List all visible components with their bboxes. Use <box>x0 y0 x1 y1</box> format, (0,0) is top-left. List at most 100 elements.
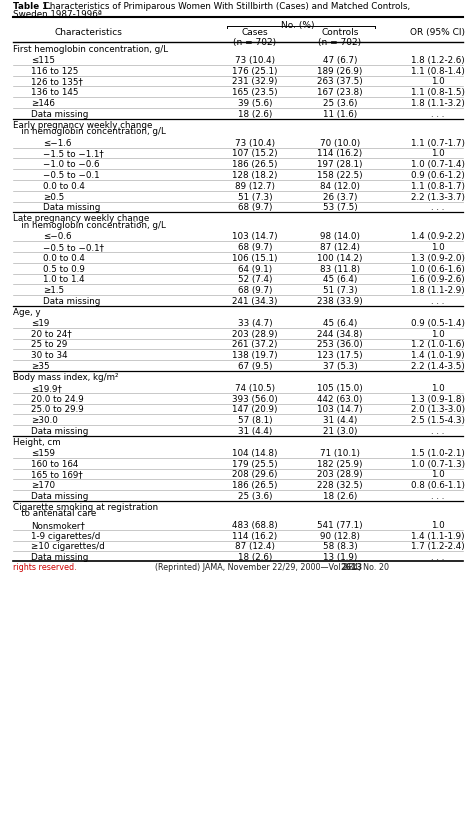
Text: 0.0 to 0.4: 0.0 to 0.4 <box>43 254 85 263</box>
Text: 126 to 135†: 126 to 135† <box>31 78 83 87</box>
Text: ≥35: ≥35 <box>31 362 50 371</box>
Text: . . .: . . . <box>431 554 445 562</box>
Text: 1.0: 1.0 <box>431 384 445 393</box>
Text: 100 (14.2): 100 (14.2) <box>317 254 363 263</box>
Text: ≤115: ≤115 <box>31 56 55 65</box>
Text: 26 (3.7): 26 (3.7) <box>323 192 357 201</box>
Text: 1.4 (0.9-2.2): 1.4 (0.9-2.2) <box>411 232 465 241</box>
Text: 1.0: 1.0 <box>431 149 445 158</box>
Text: ≥10 cigarettes/d: ≥10 cigarettes/d <box>31 542 105 551</box>
Text: Cases
(n = 702): Cases (n = 702) <box>233 28 276 47</box>
Text: 52 (7.4): 52 (7.4) <box>238 276 272 285</box>
Text: Data missing: Data missing <box>31 427 88 436</box>
Text: 104 (14.8): 104 (14.8) <box>232 449 278 458</box>
Text: 483 (68.8): 483 (68.8) <box>232 521 278 530</box>
Text: 83 (11.8): 83 (11.8) <box>320 265 360 274</box>
Text: −0.5 to −0.1: −0.5 to −0.1 <box>43 171 100 180</box>
Text: 39 (5.6): 39 (5.6) <box>238 99 272 108</box>
Text: 68 (9.7): 68 (9.7) <box>238 286 272 295</box>
Text: ≤159: ≤159 <box>31 449 55 458</box>
Text: 0.9 (0.5-1.4): 0.9 (0.5-1.4) <box>411 318 465 328</box>
Text: 116 to 125: 116 to 125 <box>31 67 78 76</box>
Text: 1.1 (0.8-1.4): 1.1 (0.8-1.4) <box>411 67 465 76</box>
Text: 136 to 145: 136 to 145 <box>31 88 79 97</box>
Text: No. (%): No. (%) <box>281 21 314 30</box>
Text: 1.0 (0.6-1.6): 1.0 (0.6-1.6) <box>411 265 465 274</box>
Text: 90 (12.8): 90 (12.8) <box>320 531 360 540</box>
Text: . . .: . . . <box>431 110 445 119</box>
Text: 197 (28.1): 197 (28.1) <box>317 160 363 169</box>
Text: 165 (23.5): 165 (23.5) <box>232 88 278 97</box>
Text: 2.2 (1.4-3.5): 2.2 (1.4-3.5) <box>411 362 465 371</box>
Text: . . .: . . . <box>431 297 445 306</box>
Text: 1.0: 1.0 <box>431 521 445 530</box>
Text: 45 (6.4): 45 (6.4) <box>323 276 357 285</box>
Text: Sweden 1987-1996ª: Sweden 1987-1996ª <box>13 10 102 19</box>
Text: 2.0 (1.3-3.0): 2.0 (1.3-3.0) <box>411 405 465 414</box>
Text: 64 (9.1): 64 (9.1) <box>238 265 272 274</box>
Text: −1.0 to −0.6: −1.0 to −0.6 <box>43 160 100 169</box>
Text: 1.0: 1.0 <box>431 330 445 338</box>
Text: 20.0 to 24.9: 20.0 to 24.9 <box>31 394 84 403</box>
Text: −0.5 to −0.1†: −0.5 to −0.1† <box>43 243 104 252</box>
Text: 114 (16.2): 114 (16.2) <box>318 149 363 158</box>
Text: 1.0: 1.0 <box>431 78 445 87</box>
Text: 179 (25.5): 179 (25.5) <box>232 460 278 469</box>
Text: 0.9 (0.6-1.2): 0.9 (0.6-1.2) <box>411 171 465 180</box>
Text: in hemoglobin concentration, g/L: in hemoglobin concentration, g/L <box>13 127 166 136</box>
Text: Data missing: Data missing <box>31 110 88 119</box>
Text: 30 to 34: 30 to 34 <box>31 351 68 361</box>
Text: 186 (26.5): 186 (26.5) <box>232 160 278 169</box>
Text: 128 (18.2): 128 (18.2) <box>232 171 278 180</box>
Text: 241 (34.3): 241 (34.3) <box>232 297 278 306</box>
Text: . . .: . . . <box>431 427 445 436</box>
Text: 105 (15.0): 105 (15.0) <box>317 384 363 393</box>
Text: . . .: . . . <box>431 204 445 212</box>
Text: 261 (37.2): 261 (37.2) <box>232 341 278 350</box>
Text: Characteristics of Primiparous Women With Stillbirth (Cases) and Matched Control: Characteristics of Primiparous Women Wit… <box>41 2 410 11</box>
Text: 25 (3.6): 25 (3.6) <box>238 492 272 501</box>
Text: ≥146: ≥146 <box>31 99 55 108</box>
Text: 123 (17.5): 123 (17.5) <box>317 351 363 361</box>
Text: 0.8 (0.6-1.1): 0.8 (0.6-1.1) <box>411 481 465 490</box>
Text: 238 (33.9): 238 (33.9) <box>317 297 363 306</box>
Text: rights reserved.: rights reserved. <box>13 563 77 573</box>
Text: 208 (29.6): 208 (29.6) <box>232 470 278 479</box>
Text: 1.0 (0.7-1.4): 1.0 (0.7-1.4) <box>411 160 465 169</box>
Text: ≥170: ≥170 <box>31 481 55 490</box>
Text: Early pregnancy weekly change: Early pregnancy weekly change <box>13 120 152 130</box>
Text: 47 (6.7): 47 (6.7) <box>323 56 357 65</box>
Text: 31 (4.4): 31 (4.4) <box>238 427 272 436</box>
Text: 1.8 (1.2-2.6): 1.8 (1.2-2.6) <box>411 56 465 65</box>
Text: 189 (26.9): 189 (26.9) <box>317 67 363 76</box>
Text: Height, cm: Height, cm <box>13 438 61 447</box>
Text: ≤19: ≤19 <box>31 318 49 328</box>
Text: 73 (10.4): 73 (10.4) <box>235 56 275 65</box>
Text: 25.0 to 29.9: 25.0 to 29.9 <box>31 405 84 414</box>
Text: 1.7 (1.2-2.4): 1.7 (1.2-2.4) <box>411 542 465 551</box>
Text: 1.1 (0.7-1.7): 1.1 (0.7-1.7) <box>411 139 465 148</box>
Text: 160 to 164: 160 to 164 <box>31 460 78 469</box>
Text: −1.5 to −1.1†: −1.5 to −1.1† <box>43 149 104 158</box>
Text: 1.1 (0.8-1.5): 1.1 (0.8-1.5) <box>411 88 465 97</box>
Text: 1.0 (0.7-1.3): 1.0 (0.7-1.3) <box>411 460 465 469</box>
Text: 263 (37.5): 263 (37.5) <box>317 78 363 87</box>
Text: 53 (7.5): 53 (7.5) <box>323 204 357 212</box>
Text: 1.0: 1.0 <box>431 243 445 252</box>
Text: 67 (9.5): 67 (9.5) <box>238 362 272 371</box>
Text: 1.0: 1.0 <box>431 470 445 479</box>
Text: ≤−0.6: ≤−0.6 <box>43 232 72 241</box>
Text: ≥30.0: ≥30.0 <box>31 416 58 425</box>
Text: Late pregnancy weekly change: Late pregnancy weekly change <box>13 214 149 224</box>
Text: Data missing: Data missing <box>31 492 88 501</box>
Text: 1.8 (1.1-2.9): 1.8 (1.1-2.9) <box>411 286 465 295</box>
Text: 51 (7.3): 51 (7.3) <box>237 192 272 201</box>
Text: Controls
(n = 702): Controls (n = 702) <box>319 28 362 47</box>
Text: 57 (8.1): 57 (8.1) <box>237 416 272 425</box>
Text: 68 (9.7): 68 (9.7) <box>238 204 272 212</box>
Text: 87 (12.4): 87 (12.4) <box>320 243 360 252</box>
Text: 70 (10.0): 70 (10.0) <box>320 139 360 148</box>
Text: 147 (20.9): 147 (20.9) <box>232 405 278 414</box>
Text: 442 (63.0): 442 (63.0) <box>317 394 363 403</box>
Text: 13 (1.9): 13 (1.9) <box>323 554 357 562</box>
